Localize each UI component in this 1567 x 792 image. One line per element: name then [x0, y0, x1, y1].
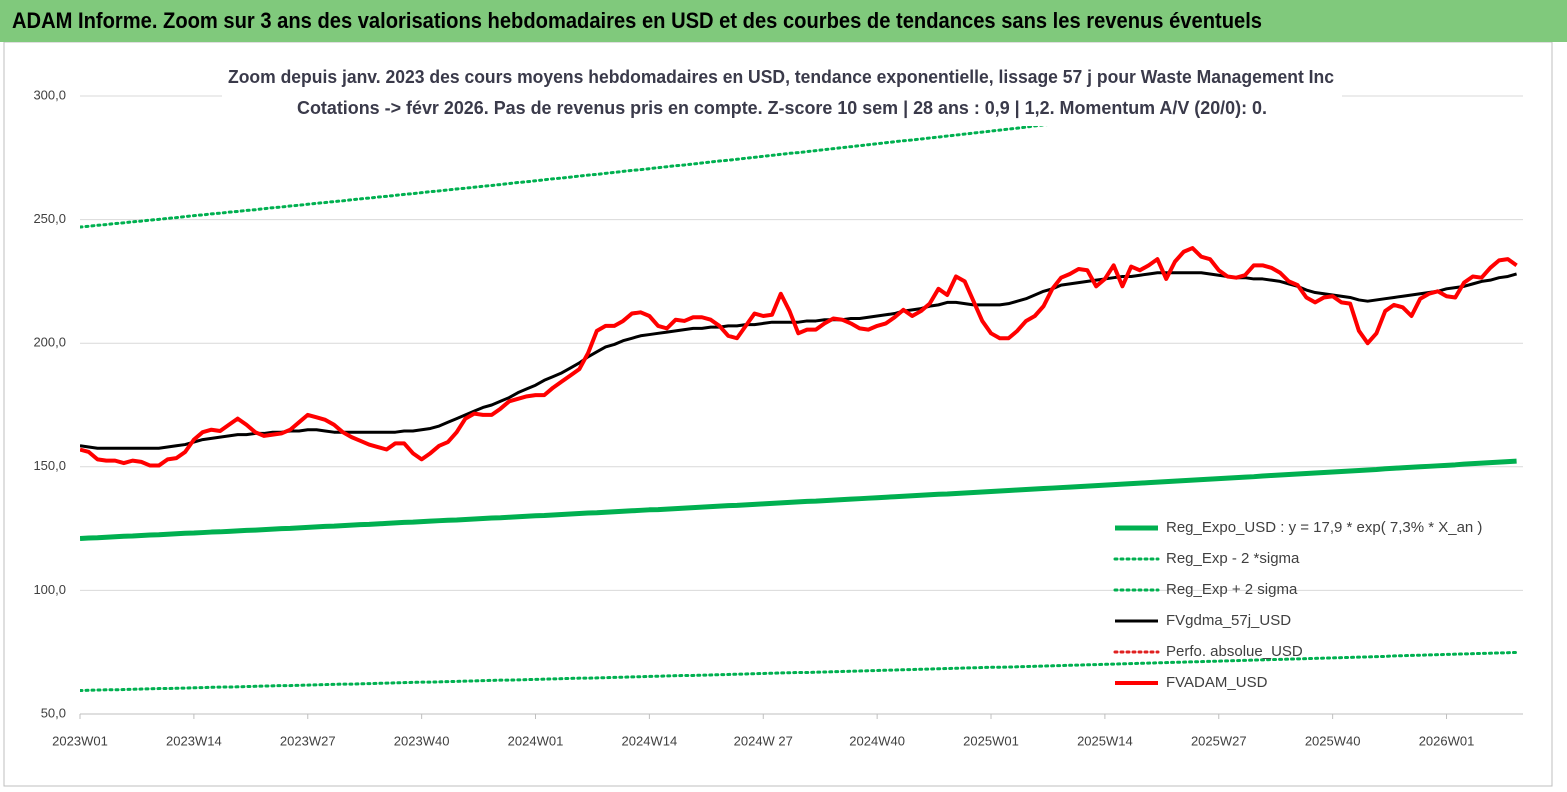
- legend-label: Perfo. absolue_USD: [1166, 643, 1303, 660]
- subtitle-box: [222, 62, 1342, 126]
- y-tick-label: 100,0: [33, 582, 66, 597]
- legend-label: Reg_Exp - 2 *sigma: [1166, 550, 1300, 567]
- series-line: [80, 458, 1517, 541]
- legend-label: Reg_Expo_USD : y = 17,9 * exp( 7,3% * X_…: [1166, 519, 1482, 536]
- plot-series: [80, 96, 1519, 693]
- header-band: [0, 0, 1567, 42]
- legend-label: Reg_Exp + 2 sigma: [1166, 581, 1298, 598]
- chart-frame: [3, 41, 1553, 787]
- x-tick-label: 2023W27: [280, 733, 336, 748]
- chart-title: ADAM Informe. Zoom sur 3 ans des valoris…: [12, 8, 1262, 33]
- legend-label: FVgdma_57j_USD: [1166, 612, 1291, 629]
- y-tick-label: 150,0: [33, 458, 66, 473]
- x-tick-label: 2025W27: [1191, 733, 1247, 748]
- x-tick-label: 2023W01: [52, 733, 108, 748]
- y-tick-label: 300,0: [33, 87, 66, 102]
- axes: 50,0 100,0 150,0 200,0 250,0 300,0 2023W01 2023…: [33, 87, 1523, 748]
- subtitle-line: Cotations -> févr 2026. Pas de revenus p…: [297, 98, 1267, 118]
- subtitle-line: Zoom depuis janv. 2023 des cours moyens …: [228, 67, 1334, 87]
- x-tick-label: 2024W01: [508, 733, 564, 748]
- series-line: [80, 246, 1518, 468]
- x-tick-label: 2024W 27: [734, 733, 793, 748]
- series-line: [80, 96, 1305, 229]
- x-tick-label: 2023W14: [166, 733, 222, 748]
- x-tick-label: 2025W40: [1305, 733, 1361, 748]
- x-tick-label: 2026W01: [1419, 733, 1475, 748]
- x-tick-label: 2024W14: [622, 733, 678, 748]
- x-tick-label: 2024W40: [849, 733, 905, 748]
- x-tick-label: 2025W14: [1077, 733, 1133, 748]
- y-tick-label: 50,0: [41, 705, 66, 720]
- legend: Reg_Expo_USD : y = 17,9 * exp( 7,3% * X_…: [1113, 519, 1482, 691]
- x-tick-label: 2025W01: [963, 733, 1019, 748]
- series-line: [80, 271, 1518, 450]
- x-tick-label: 2023W40: [394, 733, 450, 748]
- series-line: [80, 650, 1519, 693]
- y-tick-label: 250,0: [33, 211, 66, 226]
- y-tick-label: 200,0: [33, 335, 66, 350]
- legend-label: FVADAM_USD: [1166, 674, 1268, 691]
